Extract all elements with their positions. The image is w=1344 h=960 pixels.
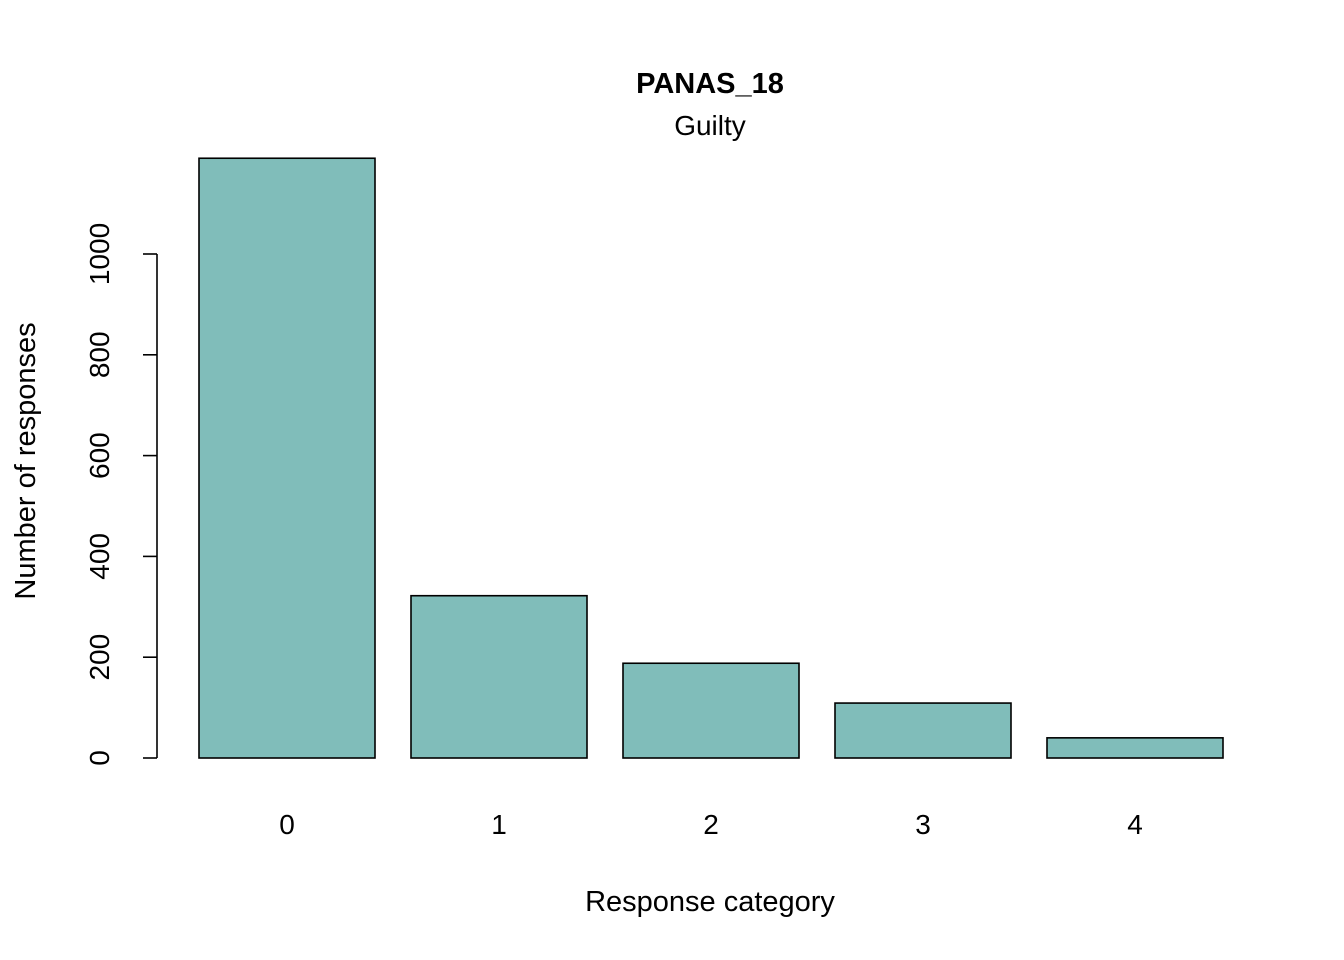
bar-1: [410, 594, 588, 759]
x-tick-label: 3: [915, 809, 931, 840]
x-tick-label: 1: [491, 809, 507, 840]
x-tick-label: 2: [703, 809, 719, 840]
chart-title: PANAS_18: [636, 68, 784, 100]
y-tick-label: 800: [84, 331, 115, 378]
bar-4: [1046, 737, 1224, 759]
x-tick-labels: 0 1 2 3 4: [279, 809, 1143, 840]
bars-group: [198, 157, 1224, 759]
bar-2: [622, 662, 800, 759]
x-tick-label: 4: [1127, 809, 1143, 840]
x-tick-label: 0: [279, 809, 295, 840]
y-tick-label: 600: [84, 432, 115, 479]
x-axis-label: Response category: [585, 886, 835, 918]
y-axis: 0 200 400 600 800 1000: [84, 223, 158, 766]
y-tick-label: 200: [84, 634, 115, 681]
y-tick-label: 1000: [84, 223, 115, 285]
bar-3: [834, 702, 1012, 759]
y-axis-label: Number of responses: [10, 322, 42, 599]
y-tick-label: 0: [84, 750, 115, 766]
y-tick-label: 400: [84, 533, 115, 580]
chart-subtitle: Guilty: [674, 110, 746, 141]
bar-0: [198, 157, 376, 759]
